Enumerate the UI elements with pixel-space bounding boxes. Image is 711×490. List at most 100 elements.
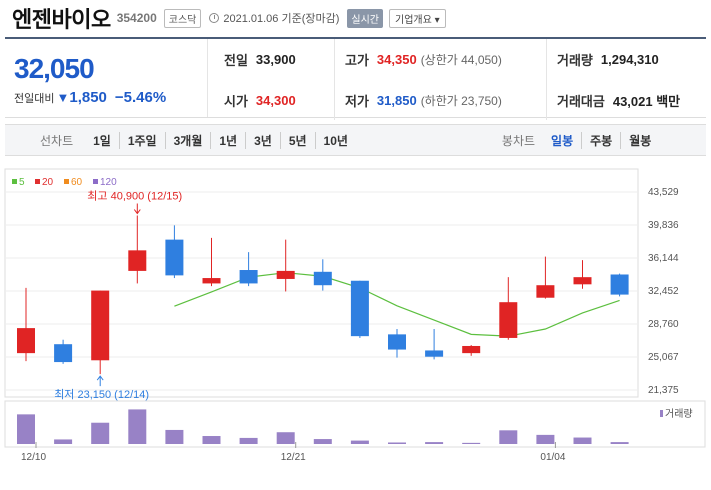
- legend-label-5: 5: [19, 177, 25, 188]
- volume-bar: [239, 437, 258, 444]
- candle: [239, 252, 258, 287]
- trade-amount-label: 거래대금: [557, 93, 605, 109]
- legend-swatch-120: [93, 179, 98, 184]
- candle-chart-label: 봉차트: [501, 133, 536, 148]
- stock-name: 엔젠바이오: [12, 8, 111, 33]
- volume-bar: [128, 409, 147, 444]
- candle: [202, 237, 221, 287]
- volume-bar: [499, 430, 518, 444]
- y-tick-label: 25,067: [648, 352, 679, 363]
- legend-swatch-20: [35, 179, 40, 184]
- period-1w-button[interactable]: 1주일: [118, 131, 165, 149]
- period-1d-button[interactable]: 1일: [93, 133, 111, 148]
- candle: [17, 287, 35, 362]
- volume-bar: [610, 442, 629, 444]
- candle-body: [573, 277, 592, 285]
- candle-body: [239, 270, 258, 284]
- y-tick-label: 28,760: [648, 319, 679, 330]
- legend-swatch-60: [64, 179, 69, 184]
- day-high-value: 34,350: [376, 52, 417, 67]
- candle-body: [610, 274, 629, 295]
- candle: [462, 345, 481, 356]
- volume-bar: [202, 436, 221, 444]
- candle: [350, 280, 369, 338]
- trade-amount-value: 43,021 백만: [612, 93, 681, 109]
- volume-bar: [91, 422, 110, 444]
- candle-body: [128, 250, 147, 271]
- candle: [499, 277, 518, 340]
- chevron-down-icon: ▾: [434, 14, 440, 26]
- candle-body: [425, 350, 444, 357]
- candle-body: [462, 345, 481, 354]
- candle-body: [350, 280, 369, 337]
- legend-label-120: 120: [100, 177, 117, 188]
- current-price-box: 32,050 전일대비 ▼ 1,850 −5.46%: [5, 39, 208, 117]
- y-tick-label: 32,452: [648, 286, 679, 297]
- period-10y-button[interactable]: 10년: [314, 131, 356, 149]
- candle-monthly-button[interactable]: 월봉: [620, 131, 659, 149]
- period-1y-button[interactable]: 1년: [210, 131, 245, 149]
- change-label: 전일대비: [14, 92, 55, 105]
- volume-bar: [573, 437, 592, 444]
- candle-body: [313, 271, 332, 286]
- company-info-dropdown[interactable]: 기업개요 ▾: [389, 8, 446, 28]
- candle-weekly-button[interactable]: 주봉: [581, 131, 620, 149]
- candle: [54, 339, 73, 364]
- change-row: 전일대비 ▼ 1,850 −5.46%: [14, 89, 207, 106]
- volume-legend-swatch: [660, 410, 663, 417]
- x-tick-label: 12/21: [281, 452, 306, 463]
- legend-label-60: 60: [71, 177, 83, 188]
- high-arrow-icon: [133, 203, 141, 215]
- y-tick-label: 43,529: [648, 187, 679, 198]
- candle-daily-button[interactable]: 일봉: [551, 133, 574, 148]
- y-tick-label: 21,375: [648, 385, 679, 396]
- prev-close-label: 전일: [224, 53, 248, 68]
- day-low: 저가 31,850 (하한가 23,750): [334, 80, 546, 120]
- candle-body: [165, 239, 184, 276]
- day-low-value: 31,850: [376, 92, 417, 108]
- day-high: 고가 34,350 (상한가 44,050): [334, 39, 546, 80]
- quote-date: 2021.01.06 기준(장마감): [223, 13, 340, 25]
- candle-body: [17, 328, 35, 354]
- change-value: 1,850: [69, 89, 107, 106]
- candle: [91, 290, 110, 375]
- candle: [388, 329, 406, 358]
- lower-limit: (하한가 23,750): [420, 93, 502, 108]
- x-tick-label: 12/10: [21, 452, 46, 463]
- volume-legend-label: 거래량: [665, 408, 693, 420]
- market-badge: 코스닥: [163, 8, 202, 28]
- period-3m-button[interactable]: 3개월: [164, 131, 211, 149]
- volume-bar: [425, 442, 444, 444]
- chart-toolbar: 선차트 1일 1주일 3개월 1년 3년 5년 10년 봉차트 일봉 주봉 월봉: [5, 124, 706, 156]
- volume-bar: [165, 429, 184, 444]
- volume-bar: [313, 439, 332, 444]
- period-3y-button[interactable]: 3년: [245, 131, 280, 149]
- y-tick-label: 39,836: [648, 220, 679, 231]
- candle-body: [499, 302, 518, 338]
- open-price-label: 시가: [224, 93, 248, 109]
- volume-bar: [54, 439, 73, 444]
- company-info-label: 기업개요: [395, 14, 432, 26]
- candle-body: [91, 290, 110, 361]
- candle: [425, 329, 444, 360]
- volume-plot-area: [4, 400, 706, 448]
- open-price-value: 34,300: [255, 92, 296, 108]
- low-annotation: 최저 23,150 (12/14): [54, 388, 149, 401]
- low-arrow-icon: [96, 375, 104, 387]
- stock-header: 엔젠바이오 354200 코스닥 2021.01.06 기준(장마감) 실시간 …: [0, 0, 711, 36]
- high-annotation: 최고 40,900 (12/15): [87, 189, 182, 202]
- candle: [128, 215, 147, 284]
- y-tick-label: 36,144: [648, 253, 679, 264]
- period-5y-button[interactable]: 5년: [279, 131, 315, 149]
- price-summary: 32,050 전일대비 ▼ 1,850 −5.46% 전일 33,900 고가 34…: [5, 37, 706, 120]
- open-price: 시가 34,300: [224, 80, 334, 120]
- candle: [165, 225, 184, 279]
- prev-close: 전일 33,900: [224, 39, 334, 80]
- candle: [536, 256, 555, 299]
- current-price: 32,050: [14, 53, 95, 84]
- day-low-label: 저가: [345, 93, 369, 109]
- volume-bar: [388, 442, 406, 444]
- stock-code: 354200: [116, 11, 157, 25]
- realtime-button[interactable]: 실시간: [347, 8, 384, 28]
- x-tick-label: 01/04: [540, 452, 565, 463]
